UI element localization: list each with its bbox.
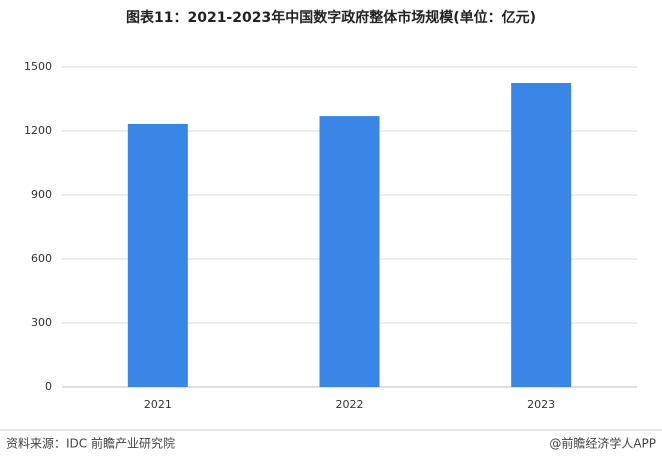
chart-title: 图表11：2021-2023年中国数字政府整体市场规模(单位：亿元) xyxy=(126,9,536,26)
y-tick-label: 900 xyxy=(31,188,52,201)
y-tick-label: 1200 xyxy=(24,124,52,137)
credit: @前瞻经济学人APP xyxy=(549,436,656,451)
y-tick-label: 0 xyxy=(45,380,52,393)
x-tick-label: 2021 xyxy=(144,398,172,411)
y-tick-label: 1500 xyxy=(24,60,52,73)
bar xyxy=(319,116,380,388)
x-tick-label: 2022 xyxy=(336,398,364,411)
x-tick-label: 2023 xyxy=(527,398,555,411)
y-tick-label: 600 xyxy=(31,252,52,265)
bar xyxy=(127,123,188,388)
bar xyxy=(511,83,572,387)
y-tick-label: 300 xyxy=(31,316,52,329)
source-note: 资料来源：IDC 前瞻产业研究院 xyxy=(6,436,175,451)
